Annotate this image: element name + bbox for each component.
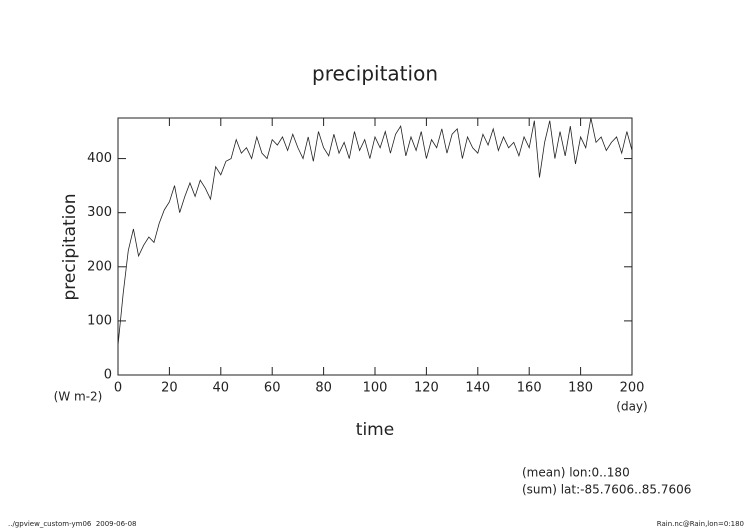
chart-title: precipitation [312, 62, 438, 86]
annotation: (sum) lat:-85.7606..85.7606 [522, 483, 691, 497]
x-tick-label: 180 [568, 381, 593, 396]
y-axis-label: precipitation [60, 193, 80, 300]
x-unit: (day) [616, 400, 647, 414]
x-tick-label: 100 [363, 381, 388, 396]
y-tick-label: 200 [87, 259, 112, 274]
y-tick-label: 300 [87, 205, 112, 220]
data-line [117, 117, 633, 346]
footer: Rain.nc@Rain,lon=0:180 [657, 520, 744, 528]
x-tick-label: 160 [517, 381, 542, 396]
annotation: (mean) lon:0..180 [522, 466, 630, 480]
footer: ../gpview_custom-ym06 2009-06-08 [8, 520, 137, 528]
y-tick-label: 0 [104, 368, 112, 383]
x-tick-label: 60 [264, 381, 281, 396]
x-axis-label: time [356, 420, 394, 440]
y-unit: (W m-2) [54, 390, 103, 404]
x-tick-label: 80 [315, 381, 332, 396]
x-tick-label: 140 [465, 381, 490, 396]
x-tick-label: 0 [114, 381, 122, 396]
x-tick-label: 40 [213, 381, 230, 396]
y-tick-label: 400 [87, 151, 112, 166]
x-tick-label: 120 [414, 381, 439, 396]
x-tick-label: 200 [620, 381, 645, 396]
y-tick-label: 100 [87, 313, 112, 328]
x-tick-label: 20 [161, 381, 178, 396]
